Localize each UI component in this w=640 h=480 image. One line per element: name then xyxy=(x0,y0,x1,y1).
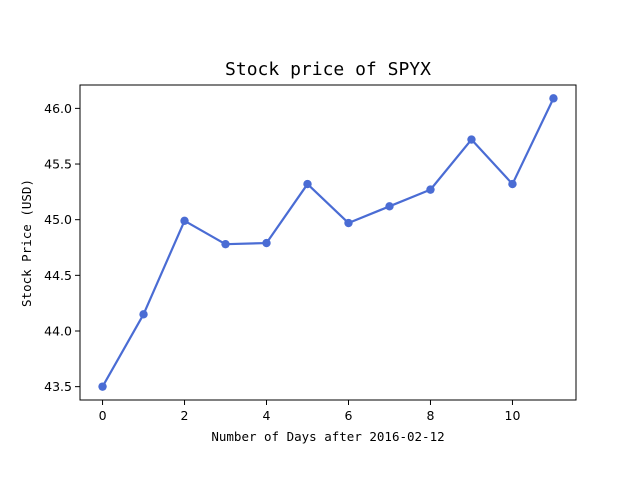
data-point xyxy=(426,185,435,194)
data-point xyxy=(98,382,107,391)
y-axis-label: Stock Price (USD) xyxy=(19,179,34,307)
x-tick-label: 6 xyxy=(345,408,353,423)
y-tick-label: 45.0 xyxy=(44,212,72,227)
y-axis: 43.5 44.0 44.5 45.0 45.5 46.0 xyxy=(44,101,80,394)
data-point xyxy=(139,310,148,319)
plot-frame xyxy=(79,84,577,401)
x-tick-label: 10 xyxy=(505,408,521,423)
data-point xyxy=(385,202,394,211)
data-point xyxy=(221,239,230,249)
y-tick-label: 44.5 xyxy=(44,268,72,283)
y-tick-label: 43.5 xyxy=(44,379,72,394)
x-tick-label: 2 xyxy=(181,408,189,423)
x-axis: 0 2 4 6 8 10 xyxy=(99,400,521,423)
y-tick-label: 46.0 xyxy=(44,101,72,116)
data-point xyxy=(180,216,189,225)
data-point xyxy=(344,218,353,228)
data-point xyxy=(508,179,517,189)
x-tick-label: 0 xyxy=(99,408,107,423)
x-axis-label: Number of Days after 2016-02-12 xyxy=(211,429,444,444)
chart-title: Stock price of SPYX xyxy=(225,59,431,80)
y-tick-label: 45.5 xyxy=(44,157,72,172)
data-point xyxy=(467,135,476,144)
x-tick-label: 8 xyxy=(427,408,435,423)
data-point xyxy=(303,179,312,189)
series-layer xyxy=(98,94,558,391)
x-tick-label: 4 xyxy=(263,408,271,423)
data-point xyxy=(549,94,558,103)
y-tick-label: 44.0 xyxy=(44,323,72,338)
series-line xyxy=(101,97,555,388)
data-point xyxy=(262,238,271,248)
